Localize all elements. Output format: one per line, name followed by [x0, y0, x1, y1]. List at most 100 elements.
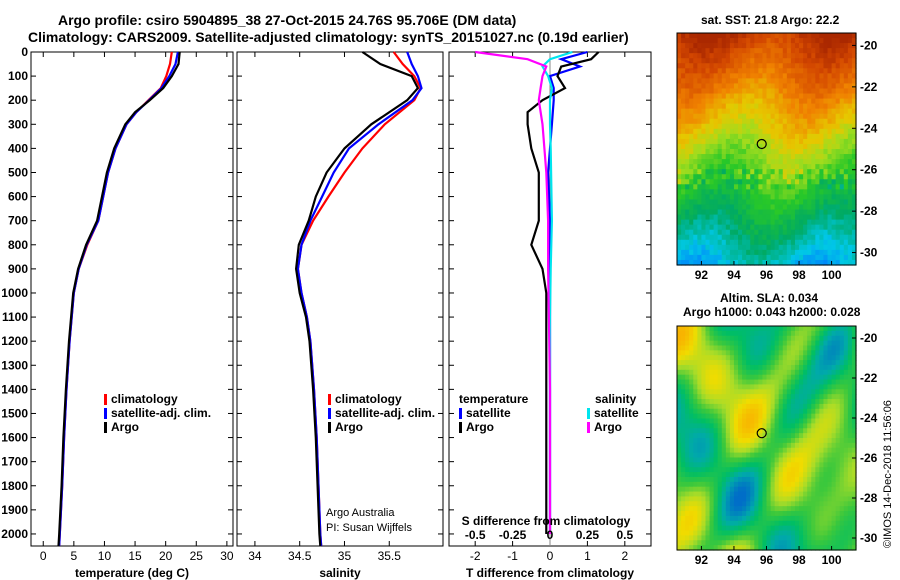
- map-cell: [750, 234, 755, 241]
- map-cell: [742, 525, 747, 532]
- map-cell: [689, 403, 694, 410]
- map-cell: [705, 204, 711, 211]
- map-cell: [799, 229, 804, 236]
- map-cell: [750, 219, 755, 226]
- map-cell: [693, 33, 698, 39]
- map-cell: [697, 138, 703, 145]
- map-cell: [839, 350, 845, 356]
- map-cell: [758, 78, 764, 85]
- map-cell: [843, 149, 849, 155]
- map-cell: [831, 428, 837, 434]
- map-cell: [823, 481, 829, 488]
- map-cell: [799, 83, 804, 90]
- map-cell: [762, 423, 768, 429]
- map-cell: [831, 254, 837, 261]
- map-cell: [847, 128, 853, 135]
- map-cell: [738, 43, 743, 49]
- map-cell: [701, 138, 707, 145]
- map-cell: [843, 515, 849, 522]
- map-cell: [754, 472, 759, 478]
- map-cell: [851, 374, 857, 381]
- map-cell: [799, 428, 804, 434]
- map-cell: [693, 239, 698, 246]
- map-cell: [750, 48, 755, 54]
- map-cell: [766, 254, 772, 261]
- map-cell: [729, 467, 735, 473]
- map-cell: [738, 345, 743, 351]
- map-cell: [815, 511, 820, 517]
- map-cell: [794, 88, 800, 95]
- map-cell: [811, 98, 816, 105]
- map-cell: [742, 118, 747, 125]
- y-tick-label: 500: [8, 165, 28, 179]
- map-cell: [746, 364, 751, 371]
- map-cell: [807, 355, 812, 361]
- map-cell: [738, 214, 743, 221]
- map-cell: [803, 229, 808, 236]
- map-cell: [807, 113, 812, 120]
- map-cell: [742, 113, 747, 120]
- map-cell: [766, 540, 772, 546]
- map-cell: [803, 199, 808, 206]
- map-cell: [835, 259, 841, 266]
- map-cell: [786, 93, 792, 100]
- map-cell: [786, 379, 792, 386]
- map-cell: [721, 476, 727, 483]
- map-cell: [815, 530, 820, 536]
- map-cell: [819, 98, 825, 105]
- map-cell: [786, 472, 792, 478]
- map-cell: [823, 491, 829, 498]
- map-cell: [819, 224, 825, 231]
- map-cell: [811, 326, 816, 332]
- map-cell: [774, 515, 780, 522]
- map-cell: [705, 457, 711, 463]
- map-cell: [794, 423, 800, 429]
- map-cell: [843, 234, 849, 241]
- map-cell: [782, 340, 788, 347]
- map-cell: [843, 374, 849, 381]
- map-cell: [689, 486, 694, 493]
- map-cell: [697, 154, 703, 160]
- map-cell: [705, 520, 711, 527]
- map-cell: [758, 143, 764, 150]
- map-cell: [799, 525, 804, 532]
- map-cell: [742, 73, 747, 79]
- map-cell: [831, 374, 837, 381]
- map-cell: [729, 174, 735, 180]
- map-cell: [762, 103, 768, 110]
- y-tick-label: 400: [8, 141, 28, 155]
- map-cell: [742, 330, 747, 337]
- map-cell: [823, 199, 829, 206]
- map-cell: [815, 364, 820, 371]
- map-cell: [693, 399, 698, 405]
- map-cell: [835, 33, 841, 39]
- map-cell: [762, 254, 768, 261]
- map-cell: [766, 133, 772, 140]
- map-cell: [717, 428, 723, 434]
- map-cell: [681, 374, 686, 381]
- map-cell: [794, 48, 800, 54]
- map-cell: [762, 53, 768, 59]
- map-cell: [839, 403, 845, 410]
- map-cell: [847, 224, 853, 231]
- map-cell: [750, 511, 755, 517]
- map-cell: [746, 108, 751, 115]
- map-cell: [770, 408, 776, 415]
- map-cell: [677, 154, 682, 160]
- map-cell: [713, 199, 719, 206]
- map-cell: [677, 511, 682, 517]
- map-cell: [786, 486, 792, 493]
- map-cell: [721, 399, 727, 405]
- map-cell: [770, 38, 776, 44]
- map-cell: [750, 394, 755, 400]
- map-cell: [819, 369, 825, 376]
- map-cell: [843, 53, 849, 59]
- map-cell: [701, 379, 707, 386]
- map-cell: [701, 164, 707, 170]
- map-cell: [746, 428, 751, 434]
- y-tick-label: 1900: [1, 503, 28, 517]
- map-cell: [774, 418, 780, 424]
- map-cell: [681, 520, 686, 527]
- map-cell: [823, 355, 829, 361]
- map-cell: [709, 530, 715, 536]
